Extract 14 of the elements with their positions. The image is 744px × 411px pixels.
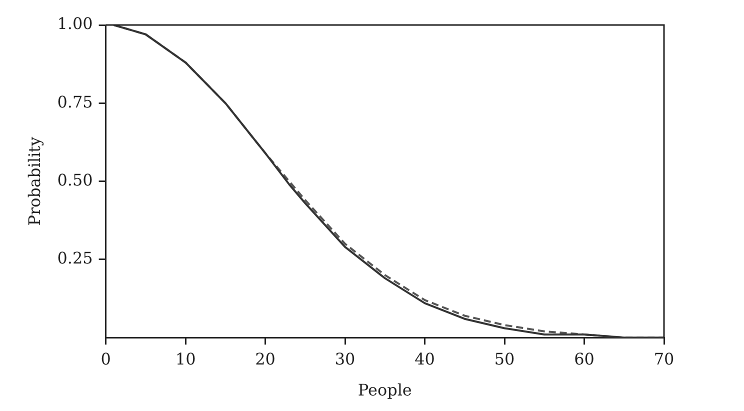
x-tick-label: 0 [100,349,111,368]
y-tick-label: 0.50 [57,170,93,190]
x-tick-label: 30 [334,349,356,368]
x-tick-label: 10 [175,349,196,368]
x-axis-title: People [358,380,412,400]
x-tick-label: 40 [414,349,435,368]
y-tick-label: 0.75 [57,92,93,112]
y-axis-title: Probability [24,136,44,226]
x-tick-label: 20 [255,349,276,368]
x-tick-label: 50 [494,349,515,368]
y-tick-label: 1.00 [57,14,93,34]
x-tick-label: 60 [574,349,594,368]
x-tick-label: 70 [654,349,674,368]
y-tick-label: 0.25 [57,248,93,268]
